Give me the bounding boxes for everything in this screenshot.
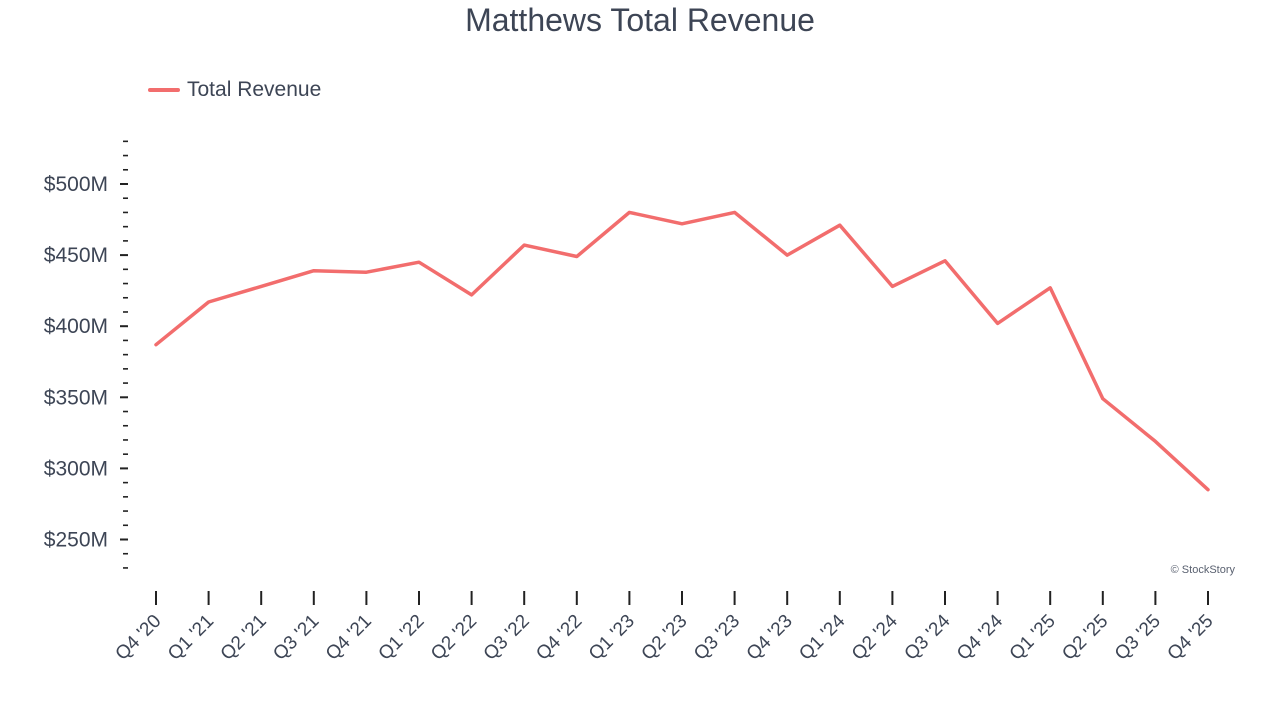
x-tick-label: Q4 '23 — [743, 611, 797, 665]
x-tick-label: Q4 '20 — [112, 611, 166, 665]
x-tick-label: Q2 '22 — [427, 611, 481, 665]
x-tick-label: Q3 '24 — [901, 610, 955, 664]
legend: Total Revenue — [148, 78, 321, 102]
x-tick-label: Q4 '21 — [322, 611, 376, 665]
x-tick-label: Q3 '21 — [269, 611, 323, 665]
chart-title: Matthews Total Revenue — [465, 2, 815, 38]
legend-label: Total Revenue — [187, 78, 322, 101]
y-tick-label: $450M — [44, 244, 108, 267]
y-tick-label: $300M — [44, 457, 108, 480]
legend-swatch — [148, 88, 180, 92]
x-tick-label: Q2 '24 — [848, 610, 902, 664]
x-tick-label: Q4 '22 — [532, 611, 586, 665]
x-tick-label: Q1 '23 — [585, 611, 639, 665]
x-tick-label: Q4 '25 — [1164, 611, 1218, 665]
y-tick-label: $350M — [44, 386, 108, 409]
x-tick-label: Q1 '22 — [375, 611, 429, 665]
x-tick-label: Q4 '24 — [953, 610, 1007, 664]
y-tick-label: $250M — [44, 529, 108, 552]
x-tick-label: Q1 '25 — [1006, 611, 1060, 665]
x-tick-label: Q1 '21 — [164, 611, 218, 665]
y-tick-label: $500M — [44, 173, 108, 196]
x-tick-label: Q2 '25 — [1058, 611, 1112, 665]
watermark: © StockStory — [1170, 564, 1235, 576]
x-tick-label: Q3 '25 — [1111, 611, 1165, 665]
x-tick-label: Q2 '21 — [217, 611, 271, 665]
x-tick-label: Q1 '24 — [795, 610, 849, 664]
x-tick-label: Q2 '23 — [638, 611, 692, 665]
x-tick-label: Q3 '22 — [480, 611, 534, 665]
x-tick-label: Q3 '23 — [690, 611, 744, 665]
y-tick-label: $400M — [44, 315, 108, 338]
series-line-total-revenue — [154, 210, 1210, 492]
